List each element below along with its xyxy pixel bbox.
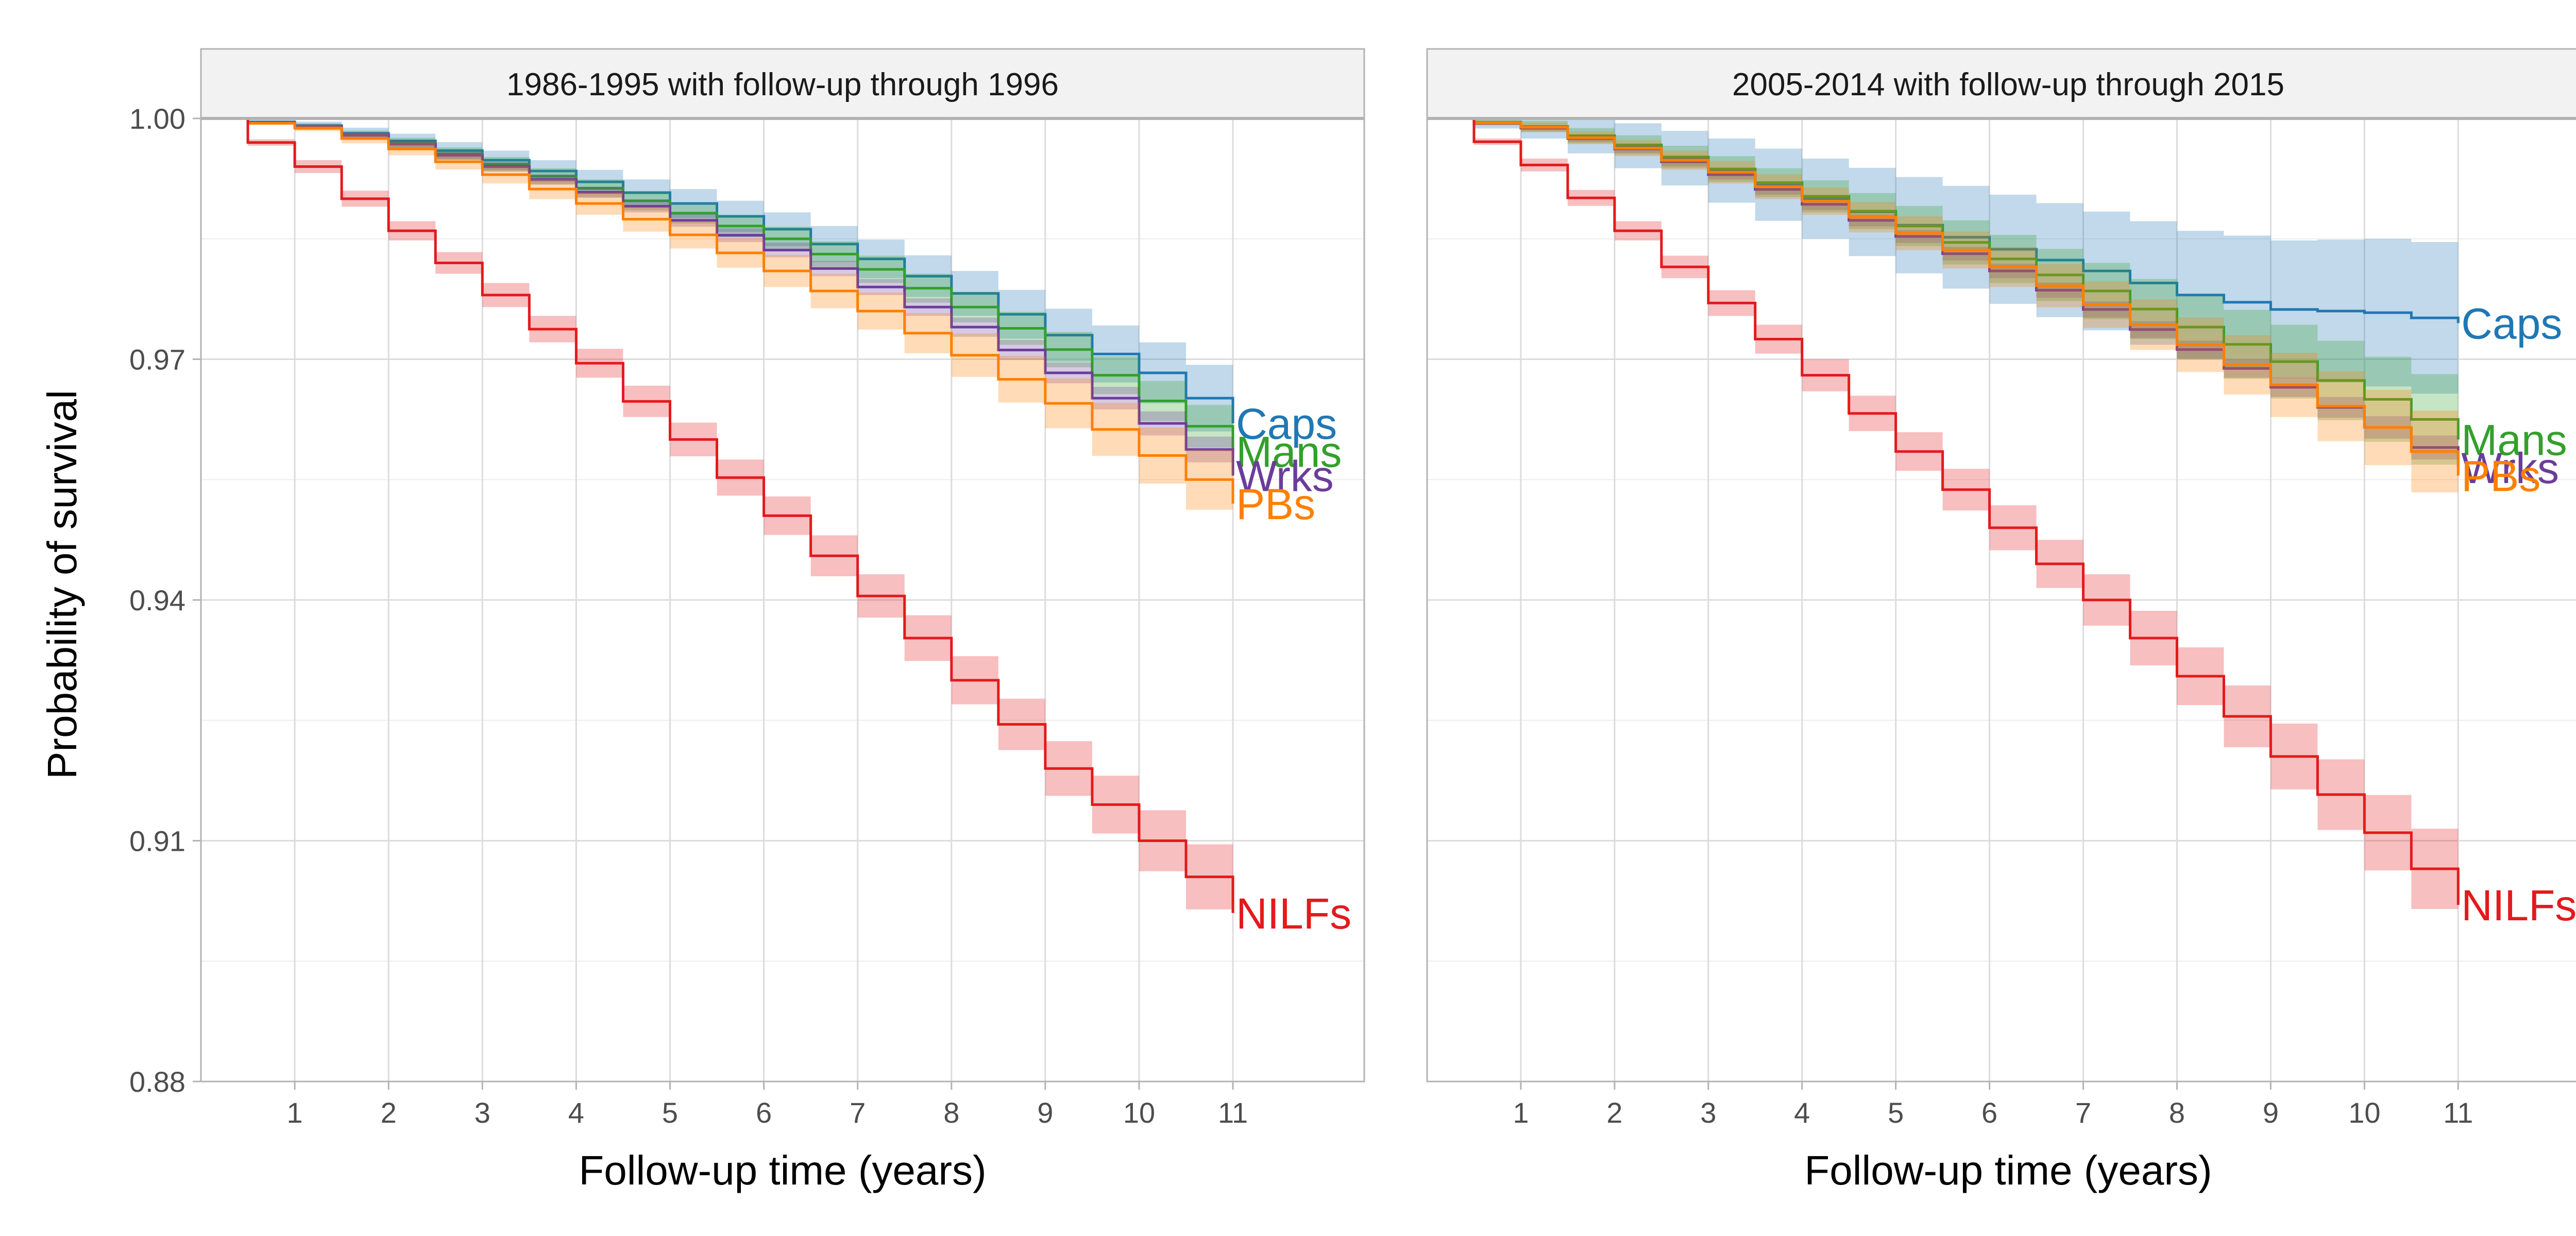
- survival-curve: [201, 117, 1234, 504]
- survival-curve: [201, 117, 1234, 913]
- series-label: Caps: [2461, 299, 2562, 348]
- survival-curve: [1427, 117, 2460, 905]
- series-label: NILFs: [1236, 889, 1351, 938]
- series-nilfs: NILFs: [1427, 117, 2576, 948]
- x-tick-label: 8: [943, 1096, 959, 1129]
- series-label: Wrks: [1236, 452, 1334, 500]
- series-label: Caps: [1236, 400, 1337, 448]
- series-label: Mans: [2461, 416, 2567, 464]
- survival-curve: [1427, 117, 2460, 476]
- x-tick-label: 6: [1981, 1096, 1997, 1129]
- strip-background: [200, 48, 1365, 119]
- x-tick-label: 4: [1794, 1096, 1810, 1129]
- x-tick-label: 5: [1888, 1096, 1904, 1129]
- x-tick-label: 11: [2443, 1096, 2473, 1129]
- confidence-band: [1427, 118, 2459, 401]
- series-pbs: PBs: [1427, 117, 2540, 520]
- y-tick-label: 0.94: [129, 584, 185, 616]
- series-pbs: PBs: [201, 117, 1315, 536]
- x-tick-label: 11: [1218, 1096, 1248, 1129]
- strip-background: [1426, 48, 2576, 119]
- y-axis-title: Probability of survival: [39, 390, 85, 779]
- y-tick-label: 1.00: [129, 102, 185, 135]
- y-tick-label: 0.88: [129, 1066, 185, 1098]
- x-tick-label: 9: [1037, 1096, 1053, 1129]
- y-tick-label: 0.91: [129, 825, 185, 857]
- x-tick-label: 5: [662, 1096, 678, 1129]
- series-label: PBs: [2461, 452, 2540, 500]
- x-axis-title: Follow-up time (years): [579, 1147, 986, 1193]
- x-tick-label: 10: [1123, 1096, 1155, 1129]
- x-tick-label: 10: [2348, 1096, 2380, 1129]
- x-tick-label: 8: [2169, 1096, 2185, 1129]
- x-tick-label: 4: [568, 1096, 584, 1129]
- x-tick-label: 1: [287, 1096, 303, 1129]
- y-tick-label: 0.97: [129, 344, 185, 376]
- x-tick-label: 6: [756, 1096, 772, 1129]
- x-tick-label: 9: [2263, 1096, 2279, 1129]
- series-label: PBs: [1236, 480, 1315, 528]
- x-axis-title: Follow-up time (years): [1804, 1147, 2212, 1193]
- series-nilfs: NILFs: [201, 117, 1351, 948]
- series-label: Wrks: [2461, 444, 2559, 492]
- x-tick-label: 3: [1700, 1096, 1716, 1129]
- x-tick-label: 7: [2075, 1096, 2091, 1129]
- x-tick-label: 3: [474, 1096, 490, 1129]
- panel-title: 2005-2014 with follow-up through 2015: [1732, 67, 2284, 102]
- series-label: Mans: [1236, 428, 1342, 476]
- x-tick-label: 1: [1513, 1096, 1529, 1129]
- series-label: NILFs: [2461, 881, 2576, 930]
- x-tick-label: 2: [381, 1096, 397, 1129]
- panel-title: 1986-1995 with follow-up through 1996: [506, 67, 1059, 102]
- x-tick-label: 2: [1606, 1096, 1622, 1129]
- x-tick-label: 7: [850, 1096, 866, 1129]
